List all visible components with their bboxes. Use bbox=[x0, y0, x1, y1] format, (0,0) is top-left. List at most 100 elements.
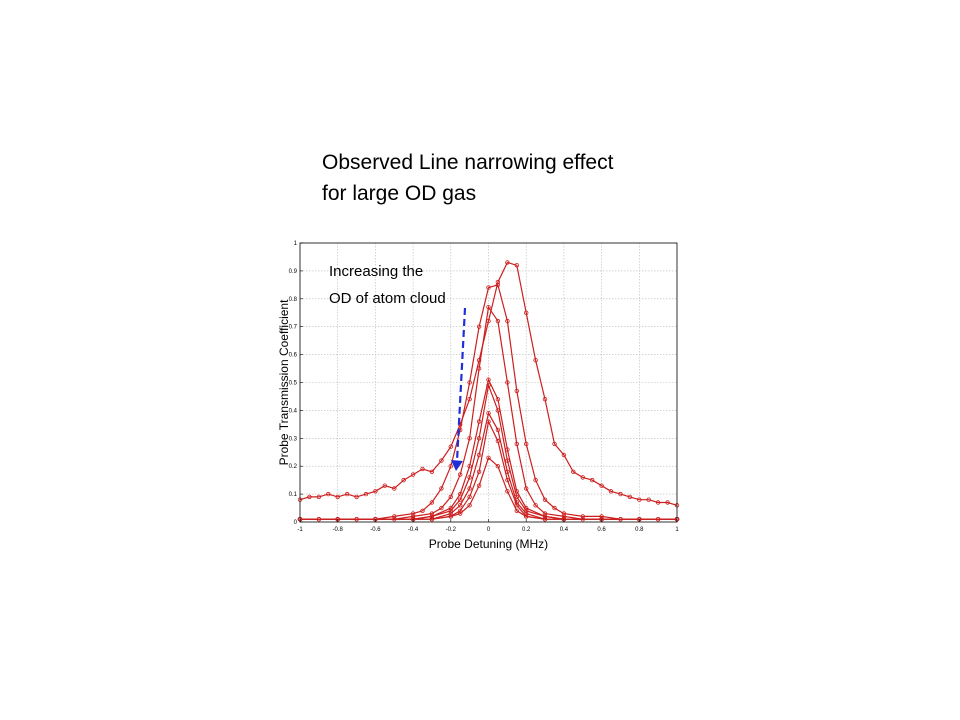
x-axis-label: Probe Detuning (MHz) bbox=[429, 537, 548, 551]
data-point bbox=[307, 494, 312, 500]
data-point bbox=[486, 285, 491, 290]
data-point bbox=[495, 464, 501, 469]
data-point bbox=[542, 517, 548, 522]
data-point bbox=[458, 508, 463, 513]
data-point bbox=[505, 318, 510, 324]
data-point bbox=[533, 477, 538, 483]
data-point bbox=[590, 477, 595, 483]
data-point bbox=[514, 263, 519, 268]
data-point bbox=[467, 475, 472, 480]
data-point bbox=[618, 491, 623, 497]
data-point bbox=[495, 318, 501, 324]
data-point bbox=[467, 436, 472, 441]
data-point bbox=[495, 408, 501, 413]
data-point bbox=[505, 458, 510, 463]
data-point bbox=[467, 503, 472, 508]
data-point bbox=[420, 466, 425, 472]
data-point bbox=[514, 388, 519, 394]
data-point bbox=[486, 419, 491, 424]
x-tick-label: 0.2 bbox=[522, 527, 531, 533]
data-point bbox=[571, 469, 576, 474]
data-point bbox=[542, 514, 548, 519]
data-point bbox=[552, 505, 557, 511]
x-tick-label: 1 bbox=[675, 527, 679, 533]
arrow-head bbox=[451, 460, 463, 471]
data-point bbox=[392, 514, 397, 519]
data-point bbox=[533, 503, 538, 508]
data-point bbox=[467, 397, 472, 402]
y-tick-label: 0.9 bbox=[289, 269, 298, 275]
data-point bbox=[410, 472, 416, 477]
data-point bbox=[467, 380, 472, 385]
x-tick-label: 0 bbox=[487, 527, 491, 533]
data-point bbox=[448, 494, 453, 500]
y-tick-label: 0 bbox=[294, 520, 298, 526]
data-point bbox=[458, 503, 463, 508]
data-point bbox=[505, 477, 510, 483]
data-point bbox=[429, 511, 435, 516]
data-point bbox=[599, 514, 604, 519]
data-point bbox=[344, 491, 350, 497]
data-point bbox=[646, 497, 651, 502]
x-tick-label: -0.8 bbox=[333, 527, 344, 533]
data-point bbox=[476, 469, 482, 474]
y-axis-label: Probe Transmission Coefficient bbox=[277, 299, 291, 466]
data-point bbox=[486, 455, 491, 460]
data-point bbox=[580, 514, 585, 519]
data-point bbox=[476, 452, 482, 458]
data-point bbox=[476, 483, 482, 488]
data-point bbox=[448, 514, 453, 519]
y-tick-label: 0.5 bbox=[289, 381, 298, 387]
data-point bbox=[326, 491, 331, 497]
data-point bbox=[335, 494, 340, 500]
ticks: -1 -0.8 -0.6 -0.4 -0.2 0 0.2 0.4 0.6 0.8 1 0 0.1 0.2 0… bbox=[289, 241, 680, 533]
data-point bbox=[476, 436, 482, 441]
data-point bbox=[599, 483, 604, 488]
data-point bbox=[486, 411, 491, 416]
y-tick-label: 0.6 bbox=[289, 353, 298, 359]
series-5 bbox=[297, 383, 680, 522]
data-point bbox=[458, 497, 463, 502]
data-point bbox=[524, 514, 529, 519]
series-line bbox=[300, 456, 677, 520]
data-point bbox=[524, 310, 529, 315]
data-point bbox=[467, 494, 472, 500]
data-point bbox=[637, 497, 642, 502]
data-point bbox=[401, 477, 406, 483]
series-1 bbox=[297, 260, 680, 508]
x-tick-label: -0.4 bbox=[408, 527, 419, 533]
x-tick-label: -1 bbox=[297, 527, 303, 533]
data-point bbox=[524, 441, 529, 447]
data-point bbox=[580, 475, 585, 480]
data-point bbox=[533, 358, 538, 363]
data-point bbox=[495, 397, 501, 402]
data-point bbox=[448, 444, 453, 449]
od-arrow bbox=[451, 307, 467, 471]
y-tick-label: 0.3 bbox=[289, 436, 298, 442]
data-point bbox=[655, 500, 661, 505]
data-point bbox=[486, 305, 491, 310]
data-point bbox=[363, 491, 369, 497]
data-point bbox=[458, 511, 463, 516]
data-point bbox=[495, 438, 501, 444]
data-point bbox=[665, 500, 670, 505]
data-point bbox=[429, 514, 435, 519]
data-point bbox=[505, 260, 510, 265]
data-point bbox=[561, 511, 567, 516]
data-point bbox=[410, 514, 416, 519]
data-point bbox=[486, 383, 491, 388]
data-point bbox=[476, 366, 482, 371]
data-point bbox=[627, 494, 633, 500]
data-point bbox=[458, 472, 463, 477]
data-point bbox=[552, 441, 557, 447]
data-point bbox=[439, 505, 444, 511]
x-tick-label: 0.4 bbox=[560, 527, 569, 533]
data-point bbox=[354, 494, 359, 500]
x-tick-label: 0.8 bbox=[635, 527, 644, 533]
series-line bbox=[299, 261, 678, 506]
data-point bbox=[514, 508, 519, 513]
y-tick-label: 0.2 bbox=[289, 464, 298, 470]
y-tick-label: 0.7 bbox=[289, 325, 298, 331]
annotation-line-2: OD of atom cloud bbox=[329, 290, 446, 307]
